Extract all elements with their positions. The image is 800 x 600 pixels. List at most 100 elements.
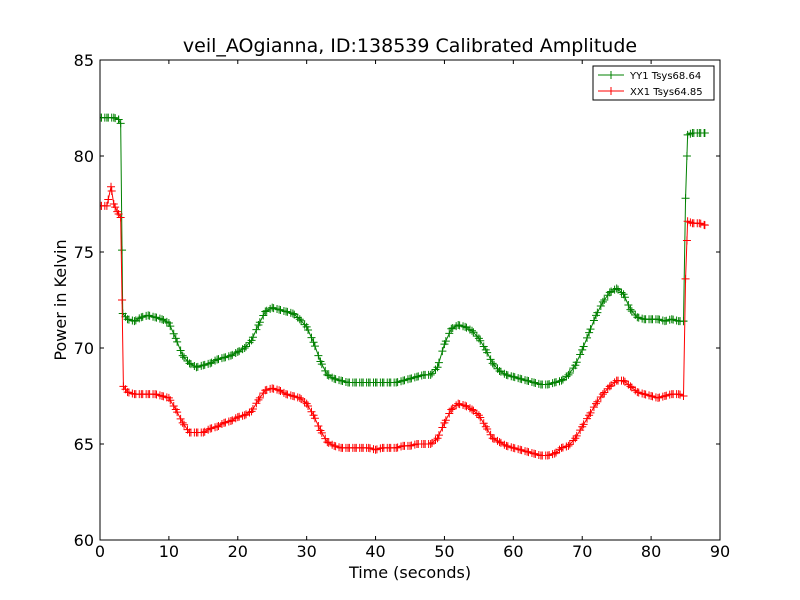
data-point <box>557 443 566 452</box>
data-point <box>534 379 543 388</box>
data-point <box>679 317 688 326</box>
data-point <box>431 435 440 444</box>
data-point <box>328 440 337 449</box>
data-point <box>578 422 587 431</box>
data-point <box>454 320 463 329</box>
data-point <box>419 440 428 448</box>
data-point <box>275 305 284 314</box>
legend-box <box>592 65 715 101</box>
data-point <box>578 345 587 354</box>
data-point <box>268 303 277 312</box>
data-point <box>185 428 194 437</box>
data-point <box>242 410 251 419</box>
data-point <box>607 287 616 296</box>
data-point <box>605 288 614 297</box>
data-point <box>667 315 676 324</box>
data-point <box>521 447 530 456</box>
data-point <box>555 377 564 386</box>
data-point <box>199 428 208 437</box>
data-point <box>579 342 588 351</box>
data-point <box>633 388 642 397</box>
data-point <box>123 388 132 397</box>
data-point <box>252 399 261 408</box>
data-point <box>109 200 118 208</box>
data-point <box>282 390 290 399</box>
data-point <box>240 344 249 352</box>
data-point <box>695 219 704 228</box>
data-point <box>371 378 380 387</box>
data-point <box>536 380 545 389</box>
legend-item: YY1 Tsys68.64 <box>598 71 701 82</box>
x-tick-label: 40 <box>365 542 385 561</box>
x-tick-label: 60 <box>503 542 523 561</box>
data-point <box>412 440 421 448</box>
y-tick-label: 70 <box>74 339 94 358</box>
data-point <box>135 314 144 323</box>
data-point <box>523 376 532 385</box>
data-point <box>600 296 609 304</box>
data-point <box>633 313 642 322</box>
data-point <box>131 316 140 325</box>
data-point <box>462 402 471 411</box>
data-point <box>445 409 454 418</box>
data-point <box>192 363 201 372</box>
data-point <box>350 378 359 387</box>
data-point <box>302 399 311 408</box>
data-point <box>324 438 333 447</box>
data-point <box>410 440 419 449</box>
data-point <box>268 384 277 393</box>
data-point <box>128 389 137 398</box>
data-point <box>638 314 647 323</box>
data-point <box>585 328 594 337</box>
data-point <box>397 442 406 451</box>
data-point <box>328 373 337 382</box>
data-point <box>130 317 139 326</box>
data-point <box>468 405 476 414</box>
data-point <box>279 306 288 315</box>
data-point <box>534 450 543 459</box>
data-point <box>447 405 456 414</box>
data-point <box>619 376 628 385</box>
data-point <box>562 372 571 381</box>
data-point <box>247 336 256 345</box>
data-point <box>660 392 669 400</box>
data-point <box>565 368 574 377</box>
data-point <box>364 378 373 387</box>
data-point <box>261 307 270 316</box>
data-point <box>600 388 609 397</box>
data-point <box>275 386 284 395</box>
y-tick-label: 65 <box>74 435 94 454</box>
data-point <box>543 451 552 460</box>
data-point <box>213 355 222 364</box>
data-point <box>178 351 187 360</box>
data-point <box>490 435 499 444</box>
data-point <box>419 370 428 379</box>
data-point <box>288 309 297 318</box>
data-point <box>392 378 401 387</box>
data-point <box>307 407 316 416</box>
data-point <box>307 333 316 342</box>
x-axis-title: Time (seconds) <box>348 563 471 582</box>
data-point <box>500 369 509 378</box>
data-point <box>592 311 600 320</box>
data-point <box>220 418 228 427</box>
data-point <box>200 427 209 436</box>
data-point <box>231 414 240 423</box>
data-point <box>397 377 406 386</box>
data-point <box>448 324 457 333</box>
data-point <box>178 418 187 427</box>
data-point <box>654 393 662 402</box>
data-point <box>357 443 366 452</box>
data-point <box>231 348 240 357</box>
data-point <box>171 334 180 343</box>
data-point <box>468 326 476 335</box>
data-point <box>144 390 153 399</box>
data-point <box>682 236 691 245</box>
x-axis: 0 10 20 30 40 50 60 70 80 90 <box>95 60 730 561</box>
legend-marker <box>607 71 615 79</box>
data-point <box>337 376 346 385</box>
data-point <box>543 380 552 389</box>
data-point <box>461 322 470 331</box>
data-point <box>330 441 339 450</box>
data-point <box>171 405 180 414</box>
